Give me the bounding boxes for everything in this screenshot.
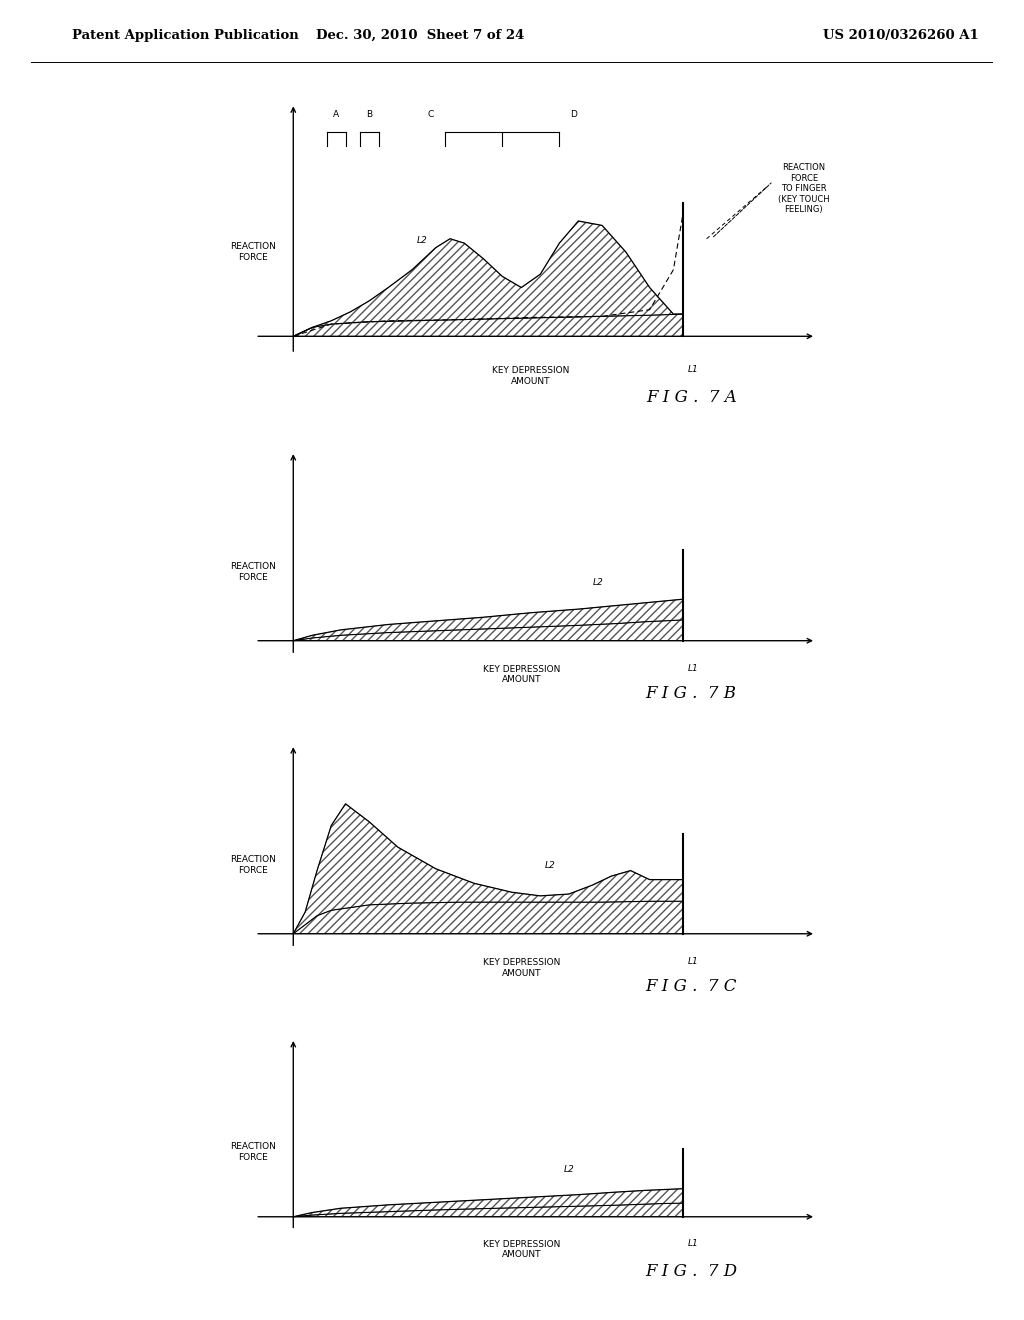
Polygon shape [293,599,683,640]
Text: L2: L2 [593,578,603,587]
Text: F I G .  7 D: F I G . 7 D [645,1263,737,1279]
Text: KEY DEPRESSION
AMOUNT: KEY DEPRESSION AMOUNT [482,1239,560,1259]
Text: D: D [570,110,578,119]
Text: Dec. 30, 2010  Sheet 7 of 24: Dec. 30, 2010 Sheet 7 of 24 [315,29,524,42]
Text: KEY DEPRESSION
AMOUNT: KEY DEPRESSION AMOUNT [482,958,560,978]
Polygon shape [293,1189,683,1217]
Text: KEY DEPRESSION
AMOUNT: KEY DEPRESSION AMOUNT [493,366,569,385]
Text: L1: L1 [688,1239,698,1247]
Text: L2: L2 [545,861,556,870]
Text: REACTION
FORCE: REACTION FORCE [230,1142,275,1162]
Polygon shape [293,620,683,640]
Text: L1: L1 [688,957,698,966]
Polygon shape [293,804,683,933]
Text: L1: L1 [688,366,698,374]
Text: A: A [333,110,339,119]
Text: Patent Application Publication: Patent Application Publication [72,29,298,42]
Text: F I G .  7 A: F I G . 7 A [646,389,736,405]
Text: REACTION
FORCE: REACTION FORCE [230,562,275,582]
Text: KEY DEPRESSION
AMOUNT: KEY DEPRESSION AMOUNT [482,665,560,685]
Polygon shape [293,902,683,933]
Text: C: C [428,110,434,119]
Polygon shape [293,314,683,337]
Polygon shape [293,1203,683,1217]
Text: L1: L1 [688,664,698,673]
Text: REACTION
FORCE
TO FINGER
(KEY TOUCH
FEELING): REACTION FORCE TO FINGER (KEY TOUCH FEEL… [778,164,829,214]
Text: REACTION
FORCE: REACTION FORCE [230,243,275,261]
Text: B: B [367,110,373,119]
Text: F I G .  7 B: F I G . 7 B [646,685,736,702]
Text: L2: L2 [417,236,428,246]
Text: F I G .  7 C: F I G . 7 C [645,978,737,995]
Text: US 2010/0326260 A1: US 2010/0326260 A1 [823,29,979,42]
Polygon shape [293,220,683,337]
Text: L2: L2 [564,1164,574,1173]
Text: REACTION
FORCE: REACTION FORCE [230,855,275,875]
